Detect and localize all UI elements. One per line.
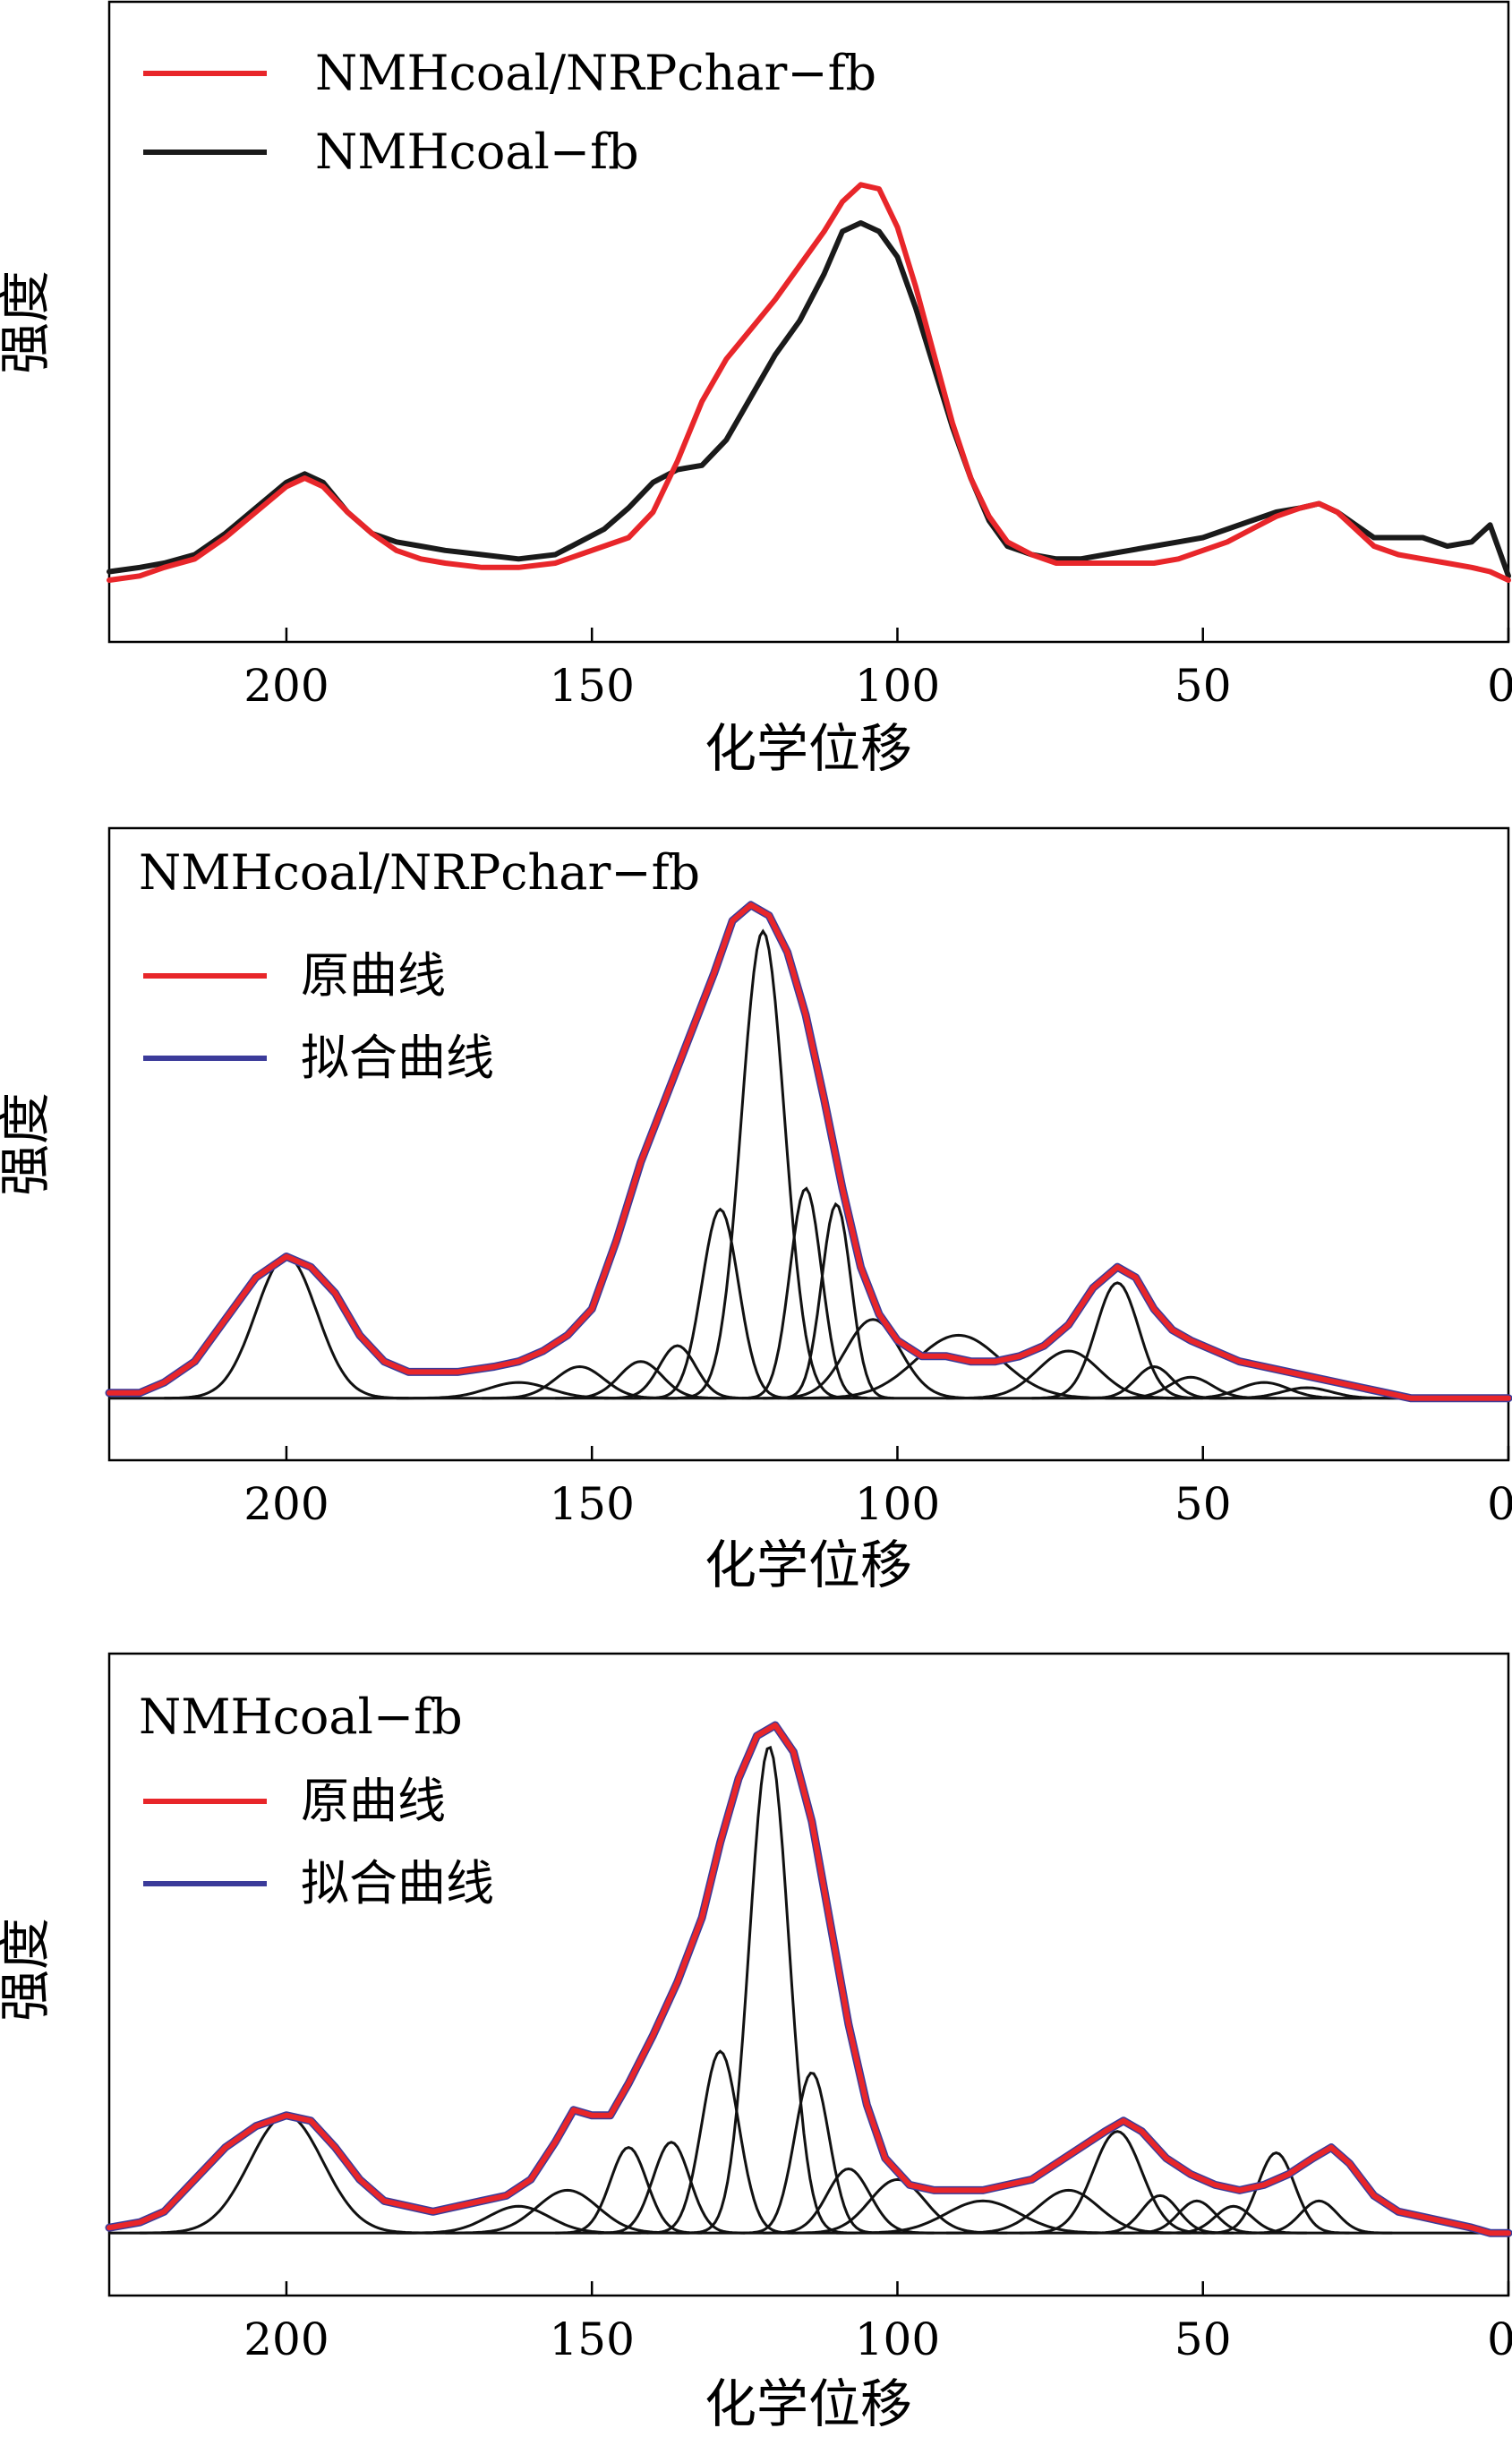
x-axis-label: 化学位移	[705, 2373, 912, 2434]
x-tick-label: 50	[1175, 2313, 1232, 2365]
y-axis-label: 强度	[0, 1918, 56, 2022]
x-tick-label: 100	[855, 1478, 940, 1530]
panel-label: NMHcoal/NRPchar−fb	[139, 844, 700, 901]
fit-component-4	[555, 2145, 703, 2235]
legend-label-series-1: NMHcoal/NRPchar−fb	[315, 45, 876, 101]
series-line-1	[107, 1723, 1511, 2236]
plot-frame	[107, 0, 1510, 644]
fit-component-13	[1031, 1281, 1203, 1400]
fit-component-7	[690, 1745, 847, 2235]
fit-component-5	[603, 1344, 751, 1400]
legend: 原曲线 拟合曲线	[143, 1773, 494, 1911]
fit-component-10	[763, 1318, 983, 1400]
x-tick-label: 50	[1175, 660, 1232, 712]
series-line-2	[107, 220, 1511, 579]
x-tick-label: 200	[243, 660, 329, 712]
x-tick-label: 0	[1487, 660, 1512, 712]
x-tick-label: 150	[549, 2313, 634, 2365]
x-tick-label: 200	[243, 1478, 329, 1530]
series-layer	[105, 1721, 1512, 2237]
fit-component-9	[763, 2167, 935, 2235]
legend-label-series-2: 拟合曲线	[301, 1855, 494, 1911]
series-layer	[107, 182, 1511, 583]
legend-label-series-2: 拟合曲线	[301, 1030, 494, 1086]
fit-component-13	[1020, 2130, 1216, 2235]
fit-component-9	[777, 1201, 894, 1400]
series-line-1	[107, 182, 1511, 583]
fit-component-8	[743, 2071, 878, 2235]
series-line-1	[107, 902, 1511, 1401]
fit-component-5	[598, 2141, 745, 2235]
plot-frame	[107, 826, 1510, 1462]
x-axis-label: 化学位移	[705, 1535, 912, 1595]
x-tick-label: 100	[855, 660, 940, 712]
x-tick-label: 50	[1175, 1478, 1232, 1530]
panel-label: NMHcoal−fb	[139, 1689, 463, 1745]
y-axis-label: 强度	[0, 270, 56, 374]
tick-layer: 200 150 100 50 0	[243, 1446, 1512, 1530]
legend-label-series-1: 原曲线	[301, 947, 446, 1004]
x-tick-label: 100	[855, 2313, 940, 2365]
fit-component-8	[742, 1186, 868, 1400]
x-tick-label: 0	[1487, 2313, 1512, 2365]
x-tick-label: 150	[549, 1478, 634, 1530]
legend: 原曲线 拟合曲线	[143, 947, 494, 1086]
fit-component-11	[787, 1333, 1130, 1400]
fit-component-6	[646, 1207, 794, 1400]
fit-component-12	[946, 1349, 1192, 1400]
fit-component-1	[140, 2114, 433, 2235]
fit-component-1	[164, 1254, 409, 1400]
panel-bottom: 强度 化学位移 NMHcoal−fb 原曲线 拟合曲线 200 150 100 50 0	[0, 1652, 1512, 2434]
legend-label-series-2: NMHcoal−fb	[315, 124, 639, 180]
fit-component-11	[836, 2199, 1130, 2235]
tick-layer: 200 150 100 50 0	[243, 2281, 1512, 2365]
series-layer	[105, 901, 1512, 1403]
y-axis-label: 强度	[0, 1092, 56, 1196]
x-axis-label: 化学位移	[705, 718, 912, 779]
panel-top: 强度 化学位移 NMHcoal/NRPchar−fb NMHcoal−fb 20…	[0, 0, 1512, 779]
plot-frame	[107, 1652, 1510, 2297]
tick-layer: 200 150 100 50 0	[243, 628, 1512, 712]
x-tick-label: 0	[1487, 1478, 1512, 1530]
legend-label-series-1: 原曲线	[301, 1773, 446, 1829]
x-tick-label: 150	[549, 660, 634, 712]
fit-component-17	[1202, 2151, 1350, 2235]
x-tick-label: 200	[243, 2313, 329, 2365]
panel-middle: 强度 化学位移 NMHcoal/NRPchar−fb 原曲线 拟合曲线 200 1…	[0, 826, 1512, 1595]
legend: NMHcoal/NRPchar−fb NMHcoal−fb	[143, 45, 876, 180]
